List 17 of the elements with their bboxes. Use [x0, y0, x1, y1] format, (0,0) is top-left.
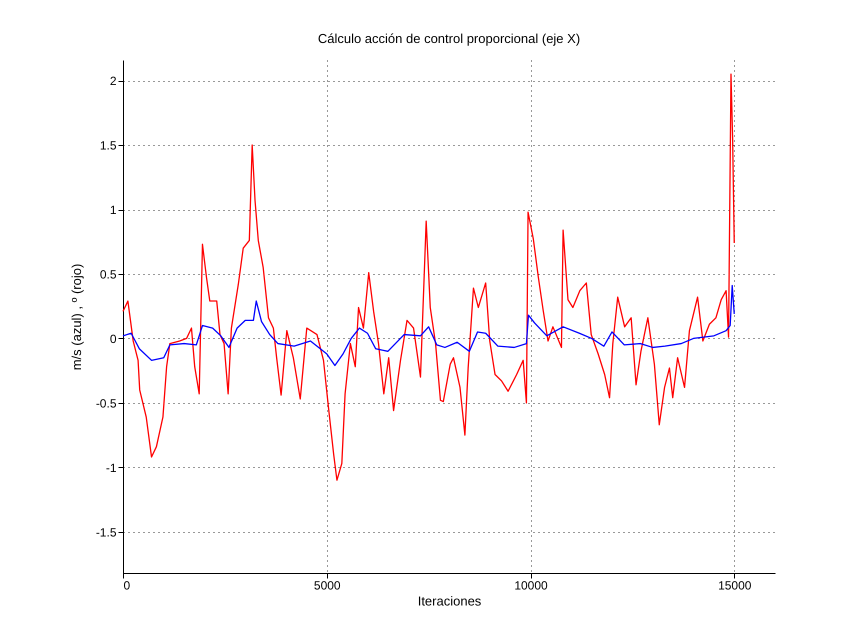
y-tick-label: 0: [110, 332, 117, 346]
y-tick-label: 2: [110, 74, 117, 88]
y-tick-label: 1: [110, 203, 117, 218]
x-tick-label: 0: [124, 578, 130, 592]
x-tick-label: 5000: [314, 578, 341, 592]
y-tick-label: -1: [106, 460, 117, 475]
x-tick-label: 15000: [718, 578, 752, 592]
line-series: [122, 74, 735, 481]
y-axis-title: m/s (azul) , º (rojo): [68, 264, 84, 370]
chart-title: Cálculo acción de control proporcional (eje X): [318, 31, 580, 46]
y-tick-label: 1.5: [100, 138, 117, 153]
x-tick-label: 10000: [514, 578, 548, 592]
y-tick-label: -0.5: [96, 396, 117, 410]
x-axis-title: Iteraciones: [418, 594, 482, 608]
y-tick-label: -1.5: [96, 525, 117, 540]
line-series: [122, 284, 735, 366]
y-tick-label: 0.5: [100, 267, 117, 282]
